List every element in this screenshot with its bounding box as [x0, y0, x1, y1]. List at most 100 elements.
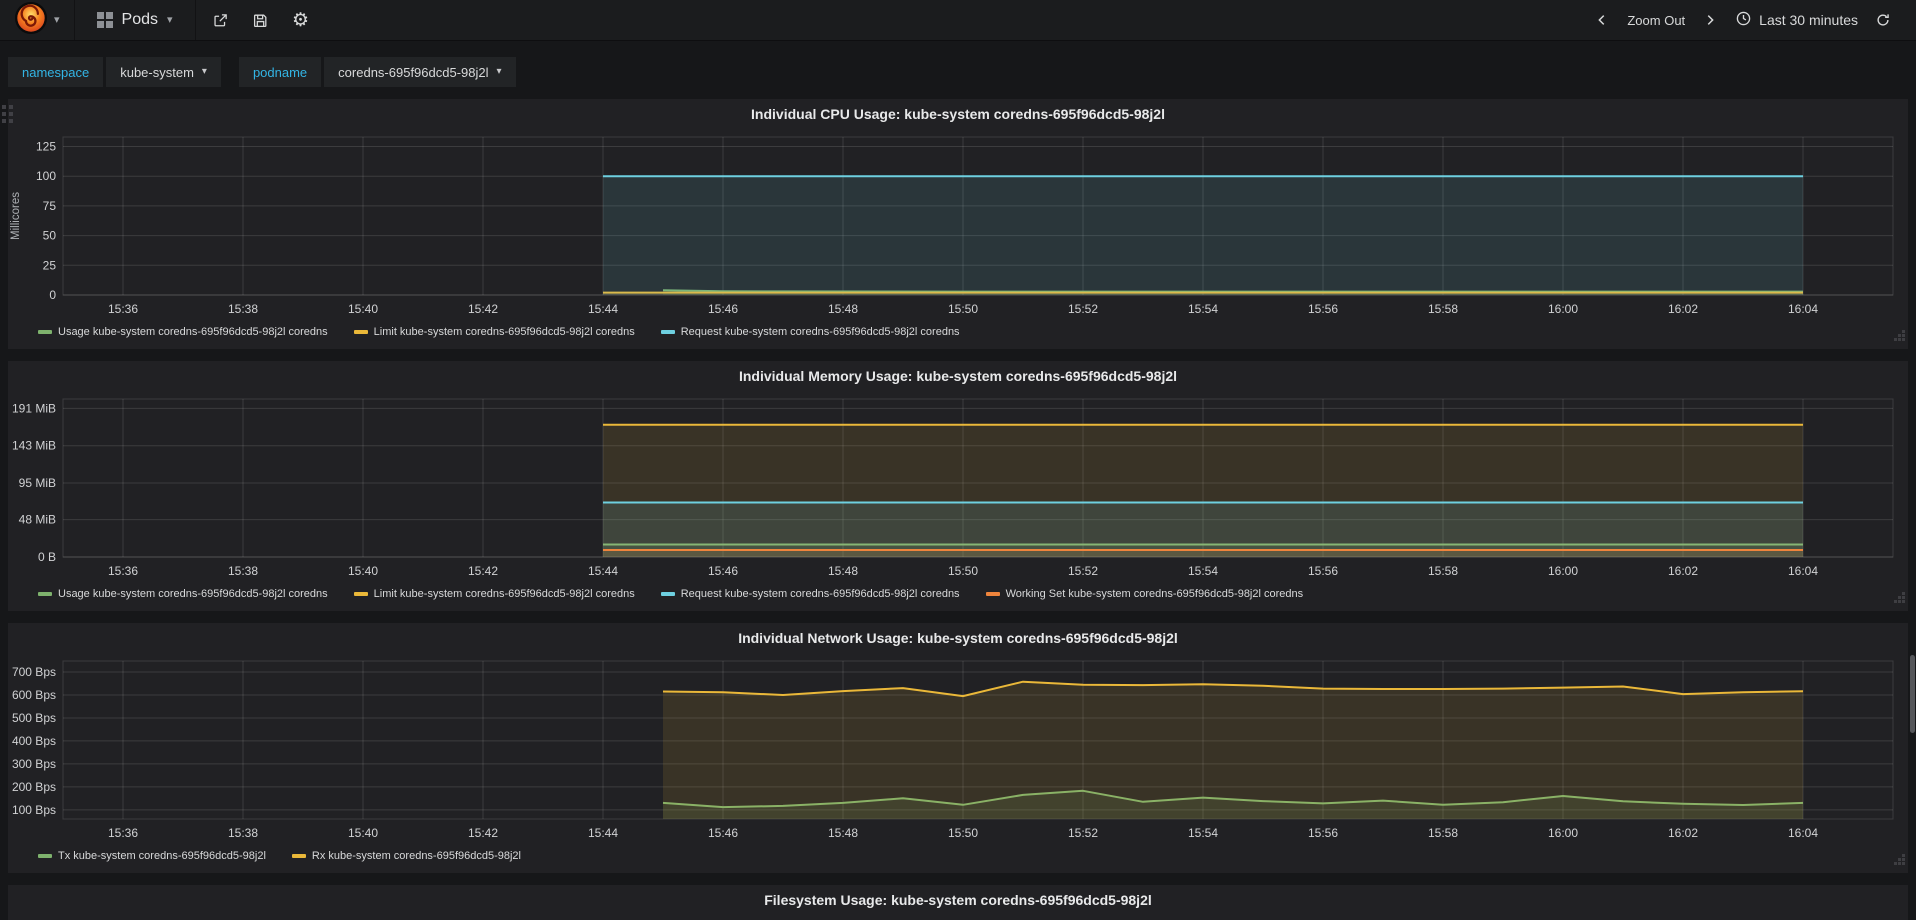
- svg-text:16:02: 16:02: [1668, 302, 1698, 316]
- save-button[interactable]: [246, 5, 276, 35]
- svg-text:95 MiB: 95 MiB: [19, 476, 56, 490]
- share-icon: [212, 12, 229, 29]
- chevron-right-icon: [1703, 13, 1717, 27]
- legend-item[interactable]: Usage kube-system coredns-695f96dcd5-98j…: [38, 588, 328, 600]
- row-drag-handle[interactable]: [2, 105, 13, 131]
- panel-title[interactable]: Individual Memory Usage: kube-system cor…: [738, 368, 1178, 384]
- dashboard-picker[interactable]: Pods ▾: [75, 0, 196, 40]
- legend-series-name: Limit kube-system coredns-695f96dcd5-98j…: [373, 326, 635, 338]
- svg-text:15:50: 15:50: [948, 302, 978, 316]
- svg-text:15:38: 15:38: [228, 302, 258, 316]
- panel-resize-handle[interactable]: [1893, 853, 1906, 871]
- navbar: ▾ Pods ▾ ⚙: [0, 0, 1916, 41]
- svg-text:Millicores: Millicores: [10, 192, 22, 240]
- variable-namespace-dropdown[interactable]: kube-system ▾: [106, 57, 221, 87]
- refresh-button[interactable]: [1868, 5, 1898, 35]
- legend-series-name: Usage kube-system coredns-695f96dcd5-98j…: [58, 588, 328, 600]
- svg-text:600 Bps: 600 Bps: [12, 688, 56, 702]
- time-forward-button[interactable]: [1695, 5, 1725, 35]
- memory-usage-panel: Individual Memory Usage: kube-system cor…: [8, 361, 1908, 611]
- svg-text:15:54: 15:54: [1188, 302, 1218, 316]
- grafana-logo-icon: [14, 1, 48, 40]
- legend-series-color: [660, 592, 675, 596]
- share-button[interactable]: [206, 5, 236, 35]
- svg-text:16:02: 16:02: [1668, 564, 1698, 578]
- svg-text:0 B: 0 B: [38, 550, 56, 564]
- panel-title[interactable]: Individual Network Usage: kube-system co…: [738, 630, 1178, 646]
- grafana-menu-button[interactable]: ▾: [0, 0, 75, 40]
- legend-series-color: [353, 330, 368, 334]
- time-range-label: Last 30 minutes: [1759, 12, 1858, 28]
- legend-item[interactable]: Request kube-system coredns-695f96dcd5-9…: [660, 326, 960, 338]
- legend-item[interactable]: Request kube-system coredns-695f96dcd5-9…: [660, 588, 960, 600]
- svg-text:15:46: 15:46: [708, 564, 738, 578]
- legend-series-name: Usage kube-system coredns-695f96dcd5-98j…: [58, 326, 328, 338]
- svg-text:15:56: 15:56: [1308, 302, 1338, 316]
- dashboard-title: Pods: [121, 11, 158, 28]
- variable-podname: podname coredns-695f96dcd5-98j2l ▾: [238, 57, 516, 87]
- legend-item[interactable]: Usage kube-system coredns-695f96dcd5-98j…: [38, 326, 328, 338]
- svg-text:15:54: 15:54: [1188, 564, 1218, 578]
- variable-podname-label: podname: [238, 57, 322, 87]
- legend-item[interactable]: Limit kube-system coredns-695f96dcd5-98j…: [353, 588, 635, 600]
- variable-namespace: namespace kube-system ▾: [8, 57, 221, 87]
- time-back-button[interactable]: [1587, 5, 1617, 35]
- legend-series-name: Request kube-system coredns-695f96dcd5-9…: [680, 326, 960, 338]
- caret-down-icon: ▾: [496, 66, 502, 77]
- svg-text:15:50: 15:50: [948, 564, 978, 578]
- svg-text:16:04: 16:04: [1788, 564, 1818, 578]
- svg-text:400 Bps: 400 Bps: [12, 734, 56, 748]
- svg-text:16:02: 16:02: [1668, 826, 1698, 840]
- cpu-usage-chart[interactable]: 0 25 50 75 100 125 15:36 15:38 15:40 15:42 15:44 15…: [8, 125, 1908, 321]
- svg-text:16:04: 16:04: [1788, 302, 1818, 316]
- svg-text:15:42: 15:42: [468, 826, 498, 840]
- variable-podname-dropdown[interactable]: coredns-695f96dcd5-98j2l ▾: [324, 57, 516, 87]
- dashboard-body: Individual CPU Usage: kube-system coredn…: [0, 99, 1916, 920]
- chevron-left-icon: [1595, 13, 1609, 27]
- svg-text:15:44: 15:44: [588, 826, 618, 840]
- legend-item[interactable]: Limit kube-system coredns-695f96dcd5-98j…: [353, 326, 635, 338]
- panel-resize-handle[interactable]: [1893, 329, 1906, 347]
- refresh-icon: [1875, 12, 1891, 28]
- legend-series-name: Rx kube-system coredns-695f96dcd5-98j2l: [311, 850, 521, 862]
- svg-text:15:58: 15:58: [1428, 302, 1458, 316]
- legend-item[interactable]: Working Set kube-system coredns-695f96dc…: [985, 588, 1303, 600]
- legend-series-color: [38, 592, 52, 596]
- legend-item[interactable]: Tx kube-system coredns-695f96dcd5-98j2l: [38, 850, 266, 862]
- svg-text:15:40: 15:40: [348, 302, 378, 316]
- scrollbar-thumb[interactable]: [1910, 655, 1915, 733]
- panel-resize-handle[interactable]: [1893, 591, 1906, 609]
- svg-text:15:56: 15:56: [1308, 826, 1338, 840]
- svg-text:16:00: 16:00: [1548, 302, 1578, 316]
- legend-series-name: Request kube-system coredns-695f96dcd5-9…: [680, 588, 960, 600]
- clock-icon: [1735, 10, 1752, 30]
- panel-title[interactable]: Filesystem Usage: kube-system coredns-69…: [764, 892, 1152, 908]
- time-range-picker[interactable]: Last 30 minutes: [1735, 10, 1858, 30]
- svg-text:15:58: 15:58: [1428, 564, 1458, 578]
- network-usage-chart[interactable]: 100 Bps 200 Bps 300 Bps 400 Bps 500 Bps 600 B…: [8, 649, 1908, 845]
- legend-series-color: [38, 330, 52, 334]
- svg-text:75: 75: [43, 199, 57, 213]
- panel-title[interactable]: Individual CPU Usage: kube-system coredn…: [751, 106, 1165, 122]
- legend-series-color: [985, 592, 1000, 596]
- svg-text:16:04: 16:04: [1788, 826, 1818, 840]
- svg-text:15:52: 15:52: [1068, 564, 1098, 578]
- svg-text:15:36: 15:36: [108, 564, 138, 578]
- svg-text:143 MiB: 143 MiB: [12, 439, 56, 453]
- gear-icon: ⚙: [292, 9, 310, 31]
- legend-series-name: Tx kube-system coredns-695f96dcd5-98j2l: [58, 850, 266, 862]
- memory-usage-chart[interactable]: 0 B 48 MiB 95 MiB 143 MiB 191 MiB 15:36 15:38 1…: [8, 387, 1908, 583]
- network-usage-panel: Individual Network Usage: kube-system co…: [8, 623, 1908, 873]
- svg-text:15:50: 15:50: [948, 826, 978, 840]
- svg-text:15:38: 15:38: [228, 826, 258, 840]
- caret-down-icon: ▾: [54, 13, 60, 26]
- svg-text:100: 100: [36, 169, 56, 183]
- svg-text:15:42: 15:42: [468, 302, 498, 316]
- legend-series-color: [660, 330, 675, 334]
- zoom-out-button[interactable]: Zoom Out: [1627, 12, 1686, 28]
- svg-text:500 Bps: 500 Bps: [12, 711, 56, 725]
- svg-text:15:52: 15:52: [1068, 302, 1098, 316]
- legend-item[interactable]: Rx kube-system coredns-695f96dcd5-98j2l: [291, 850, 521, 862]
- settings-button[interactable]: ⚙: [286, 5, 316, 35]
- caret-down-icon: ▾: [167, 13, 173, 26]
